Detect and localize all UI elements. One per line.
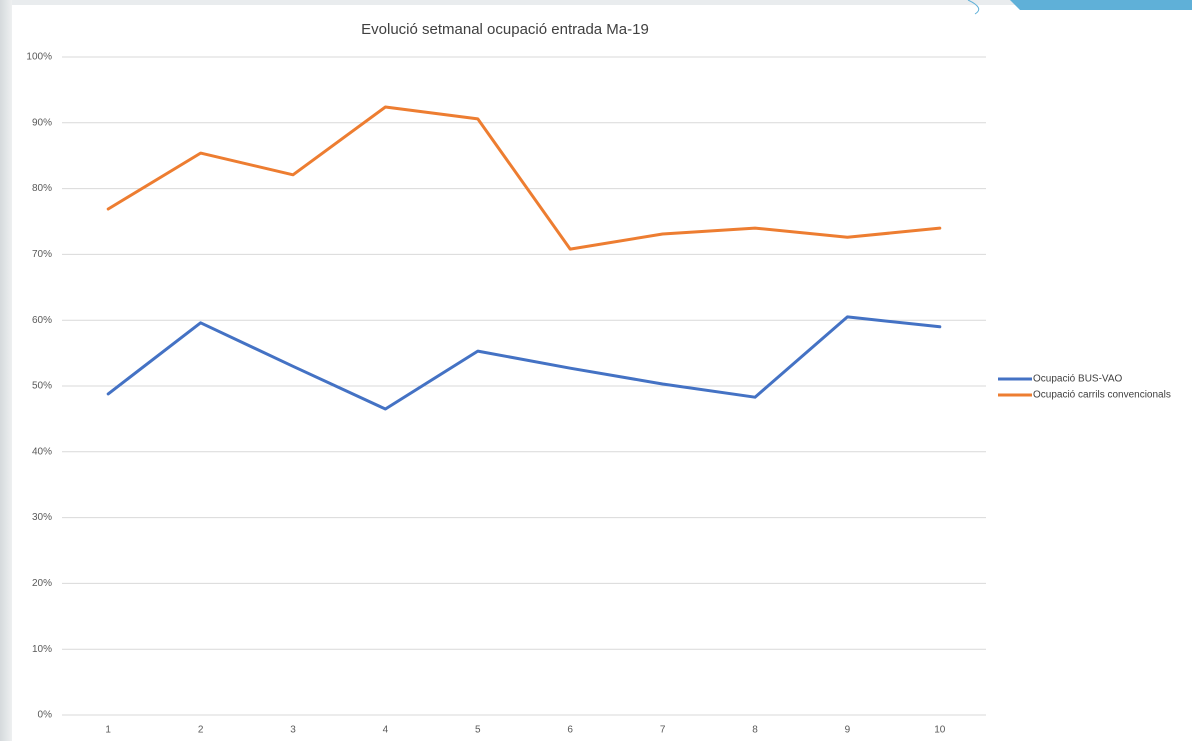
y-tick-label: 20%	[32, 578, 52, 589]
y-tick-label: 80%	[32, 183, 52, 194]
x-tick-label: 3	[290, 725, 296, 736]
y-tick-label: 50%	[32, 381, 52, 392]
decoration-curve	[967, 0, 980, 15]
series-line	[106, 315, 942, 411]
y-tick-label: 40%	[32, 446, 52, 457]
y-tick-label: 0%	[38, 710, 53, 721]
y-tick-label: 60%	[32, 315, 52, 326]
side-strip	[0, 0, 12, 741]
legend-label: Ocupació carrils convencionals	[1033, 390, 1171, 401]
legend-label: Ocupació BUS-VAO	[1033, 374, 1123, 385]
x-tick-label: 7	[660, 725, 666, 736]
x-tick-label: 1	[105, 725, 111, 736]
x-tick-label: 4	[383, 725, 389, 736]
x-tick-label: 10	[934, 725, 946, 736]
x-tick-label: 6	[567, 725, 573, 736]
x-tick-label: 5	[475, 725, 481, 736]
y-tick-label: 100%	[26, 52, 52, 63]
x-tick-label: 2	[198, 725, 204, 736]
chart-title: Evolució setmanal ocupació entrada Ma-19	[361, 21, 649, 38]
x-tick-label: 8	[752, 725, 758, 736]
decoration	[1010, 0, 1192, 10]
y-tick-label: 10%	[32, 644, 52, 655]
series-line	[106, 105, 942, 251]
y-tick-label: 70%	[32, 249, 52, 260]
x-tick-label: 9	[845, 725, 851, 736]
y-tick-label: 90%	[32, 117, 52, 128]
y-tick-label: 30%	[32, 512, 52, 523]
